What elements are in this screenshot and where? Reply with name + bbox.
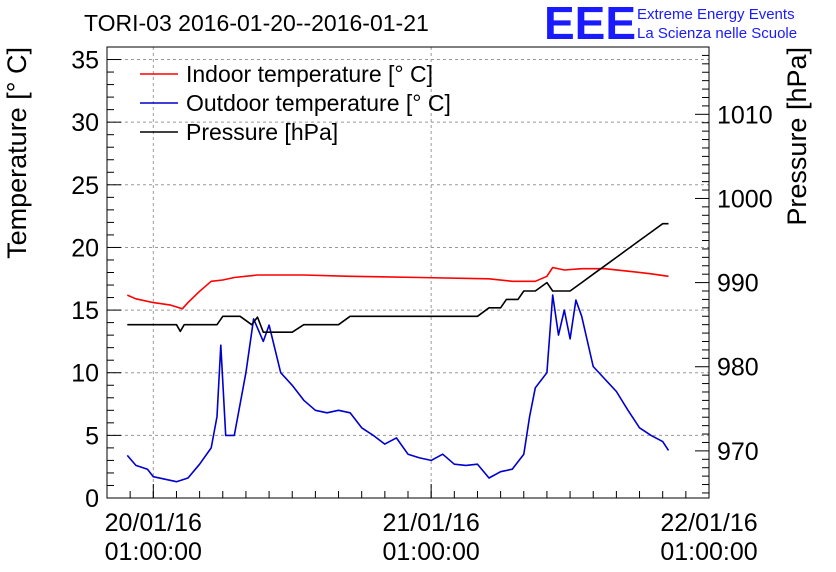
- x-tick-date-label: 22/01/16: [660, 509, 757, 537]
- y-tick-label: 30: [71, 109, 99, 137]
- y-tick-label: 10: [71, 360, 99, 388]
- y-tick-label: 0: [85, 485, 99, 513]
- logo-line-2: La Scienza nelle Scuole: [637, 25, 797, 42]
- series-line-2: [126, 294, 670, 483]
- grid-lines: [107, 47, 709, 498]
- x-tick-date-label: 20/01/16: [105, 509, 202, 537]
- y-tick-label: 35: [71, 47, 99, 75]
- series-layer: [126, 222, 670, 483]
- axes: 051015202530359709809901000101020/01/160…: [71, 46, 773, 566]
- logo-line-1: Extreme Energy Events: [637, 6, 795, 23]
- x-tick-time-label: 01:00:00: [105, 538, 202, 566]
- y-tick-label: 25: [71, 172, 99, 200]
- y-tick-label: 20: [71, 234, 99, 262]
- x-tick-time-label: 01:00:00: [660, 538, 757, 566]
- series-line-3: [127, 222, 669, 334]
- y-tick-label: 5: [85, 422, 99, 450]
- legend-label: Outdoor temperature [° C]: [186, 90, 451, 116]
- y-tick-label: 15: [71, 297, 99, 325]
- y2-axis-label: Pressure [hPa]: [782, 47, 812, 226]
- y2-tick-label: 1010: [717, 101, 773, 129]
- legend-label: Pressure [hPa]: [186, 119, 338, 145]
- x-tick-date-label: 21/01/16: [382, 509, 479, 537]
- y-axis-label: Temperature [° C]: [2, 47, 32, 259]
- legend: Indoor temperature [° C] Outdoor temperat…: [140, 61, 451, 145]
- y2-tick-label: 1000: [717, 185, 773, 213]
- y2-tick-label: 980: [717, 354, 759, 382]
- legend-label: Indoor temperature [° C]: [186, 61, 433, 87]
- y2-tick-label: 970: [717, 438, 759, 466]
- logo-mark: EEE: [544, 0, 636, 49]
- x-tick-time-label: 01:00:00: [382, 538, 479, 566]
- y2-tick-label: 990: [717, 270, 759, 298]
- series-line-1: [126, 266, 669, 310]
- chart-title: TORI-03 2016-01-20--2016-01-21: [84, 10, 429, 36]
- eee-logo: EEE Extreme Energy Events La Scienza nel…: [544, 0, 797, 49]
